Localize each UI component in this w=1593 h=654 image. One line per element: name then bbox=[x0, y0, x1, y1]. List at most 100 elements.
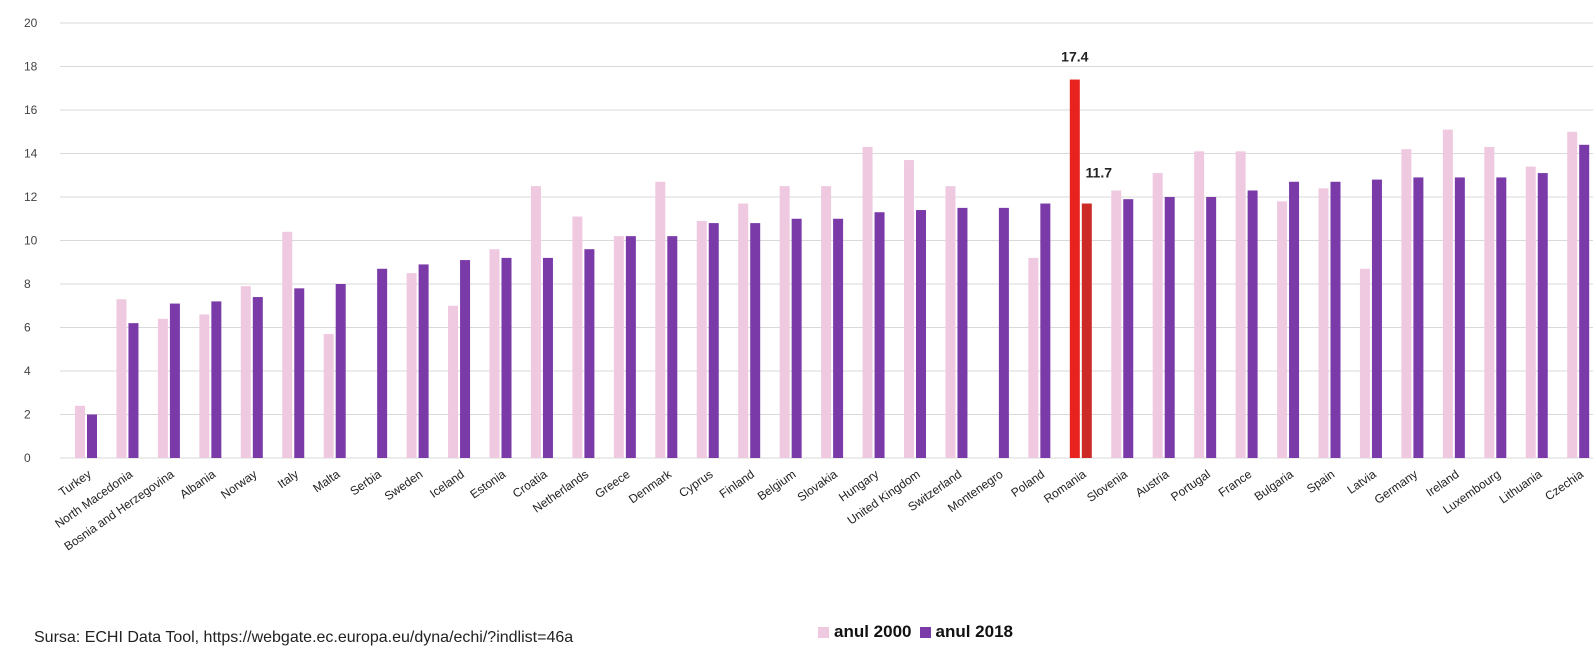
x-tick-lithuania: Lithuania bbox=[1497, 467, 1545, 507]
data-label-romania-2000: 17.4 bbox=[1061, 49, 1088, 65]
y-axis-ticks: 0 2 4 6 8 10 12 14 16 18 20 bbox=[24, 16, 38, 465]
legend-item-2000: anul 2000 bbox=[818, 622, 912, 642]
bar-2018-germany bbox=[1413, 177, 1424, 459]
bar-2018-malta bbox=[335, 284, 346, 458]
x-tick-austria: Austria bbox=[1133, 467, 1172, 500]
x-tick-latvia: Latvia bbox=[1344, 467, 1379, 497]
bar-2018-sweden bbox=[418, 264, 429, 458]
x-tick-italy: Italy bbox=[275, 467, 301, 491]
x-tick-romania: Romania bbox=[1041, 467, 1089, 506]
bar-2000-ireland bbox=[1442, 129, 1453, 458]
bar-2018-denmark bbox=[667, 236, 678, 458]
legend-label-2000: anul 2000 bbox=[834, 622, 912, 641]
y-tick-16: 16 bbox=[24, 103, 38, 117]
x-tick-cyprus: Cyprus bbox=[676, 467, 715, 500]
bar-2018-france bbox=[1247, 190, 1258, 458]
data-label-romania-2018: 11.7 bbox=[1086, 165, 1113, 181]
x-tick-estonia: Estonia bbox=[467, 467, 508, 502]
bar-2000-italy bbox=[282, 231, 293, 458]
bar-2000-latvia bbox=[1359, 268, 1370, 458]
bar-2018-united-kingdom bbox=[916, 210, 926, 458]
x-tick-denmark: Denmark bbox=[626, 466, 675, 506]
bar-2018-bosnia-and-herzegovina bbox=[169, 303, 180, 458]
x-tick-portugal: Portugal bbox=[1168, 467, 1213, 504]
bar-2000-poland bbox=[1028, 257, 1039, 458]
legend-swatch-2018 bbox=[919, 626, 931, 638]
x-tick-germany: Germany bbox=[1372, 467, 1420, 507]
bar-2000-spain bbox=[1318, 188, 1329, 459]
bar-2018-croatia bbox=[542, 257, 553, 458]
y-tick-14: 14 bbox=[24, 147, 38, 161]
bar-2018-czechia bbox=[1579, 144, 1590, 459]
bar-2000-croatia bbox=[530, 186, 541, 458]
legend-item-2018: anul 2018 bbox=[919, 622, 1014, 642]
x-tick-czechia: Czechia bbox=[1542, 467, 1586, 504]
bar-2000-united-kingdom bbox=[904, 160, 914, 458]
x-tick-slovenia: Slovenia bbox=[1084, 467, 1130, 505]
bar-2000-belgium bbox=[779, 186, 790, 458]
bar-2018-italy bbox=[294, 288, 305, 458]
y-tick-10: 10 bbox=[24, 234, 38, 248]
x-tick-united-kingdom: United Kingdom bbox=[845, 467, 923, 527]
x-tick-malta: Malta bbox=[310, 467, 342, 495]
bar-2018-slovenia bbox=[1123, 199, 1134, 459]
bar-2018-poland bbox=[1040, 203, 1051, 458]
bar-2000-north-macedonia bbox=[116, 299, 127, 458]
x-tick-sweden: Sweden bbox=[382, 467, 426, 503]
x-tick-bulgaria: Bulgaria bbox=[1252, 467, 1296, 504]
bar-2000-finland bbox=[738, 203, 749, 458]
bar-2000-turkey bbox=[75, 405, 85, 458]
x-tick-finland: Finland bbox=[717, 467, 757, 501]
bar-2000-bosnia-and-herzegovina bbox=[157, 318, 168, 458]
y-tick-0: 0 bbox=[24, 451, 31, 465]
bar-2018-montenegro bbox=[998, 207, 1009, 458]
bar-2000-estonia bbox=[489, 249, 500, 458]
y-tick-6: 6 bbox=[24, 321, 31, 335]
bar-2018-cyprus bbox=[708, 223, 719, 458]
data-labels: 17.4 11.7 bbox=[1061, 49, 1112, 181]
bar-2000-denmark bbox=[655, 181, 666, 458]
bar-2018-romania bbox=[1081, 203, 1092, 458]
bar-2000-netherlands bbox=[572, 216, 583, 458]
bar-2000-czechia bbox=[1567, 131, 1578, 458]
bar-2018-spain bbox=[1330, 181, 1341, 458]
y-tick-20: 20 bbox=[24, 16, 38, 30]
y-tick-4: 4 bbox=[24, 364, 31, 378]
bar-2000-luxembourg bbox=[1484, 146, 1495, 458]
bar-2018-finland bbox=[750, 223, 761, 458]
bar-2000-norway bbox=[240, 286, 251, 458]
bar-2000-austria bbox=[1152, 173, 1163, 458]
bar-2018-iceland bbox=[460, 260, 471, 458]
bar-2000-portugal bbox=[1194, 151, 1205, 458]
x-tick-spain: Spain bbox=[1304, 467, 1337, 496]
bar-2000-bulgaria bbox=[1277, 201, 1288, 458]
bar-2000-malta bbox=[323, 334, 334, 458]
x-tick-serbia: Serbia bbox=[347, 467, 384, 499]
bar-2018-bulgaria bbox=[1289, 181, 1300, 458]
bar-2000-france bbox=[1235, 151, 1246, 458]
legend: anul 2000 anul 2018 bbox=[818, 622, 1013, 642]
bar-2018-norway bbox=[252, 297, 263, 458]
bar-2018-greece bbox=[625, 236, 636, 458]
bar-2000-germany bbox=[1401, 149, 1412, 458]
bar-2018-austria bbox=[1164, 197, 1175, 458]
legend-label-2018: anul 2018 bbox=[935, 622, 1014, 641]
bar-2018-north-macedonia bbox=[128, 323, 139, 458]
bar-2000-albania bbox=[199, 314, 210, 458]
bar-2018-lithuania bbox=[1537, 173, 1548, 458]
y-tick-12: 12 bbox=[24, 190, 38, 204]
bar-2000-switzerland bbox=[945, 186, 956, 458]
bar-2018-slovakia bbox=[833, 218, 844, 458]
bar-2000-slovakia bbox=[821, 186, 832, 458]
bar-2018-netherlands bbox=[584, 249, 595, 458]
bar-2018-switzerland bbox=[957, 207, 968, 458]
legend-swatch-2000 bbox=[818, 626, 829, 638]
bar-2000-cyprus bbox=[696, 220, 707, 458]
x-tick-slovakia: Slovakia bbox=[795, 467, 840, 505]
bar-2018-turkey bbox=[87, 414, 97, 458]
bar-2018-belgium bbox=[791, 218, 802, 458]
bar-2000-greece bbox=[613, 236, 624, 458]
bar-2018-latvia bbox=[1371, 179, 1382, 458]
